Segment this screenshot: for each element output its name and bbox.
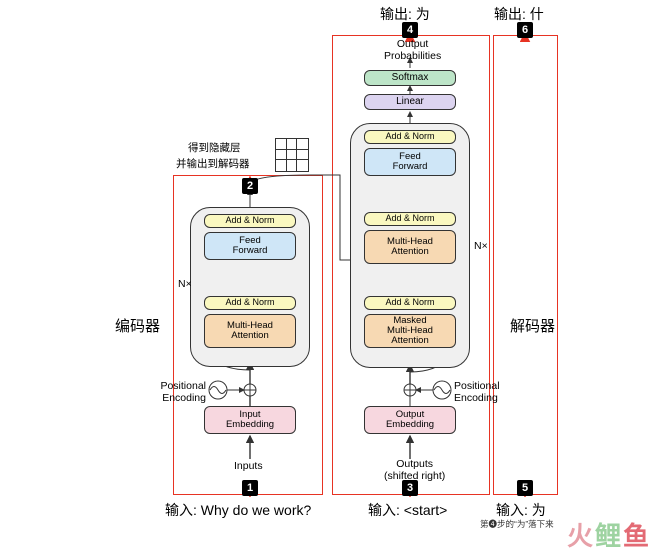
dec-masked-mha: Masked Multi-Head Attention: [364, 314, 456, 348]
encoder-side-label: 编码器: [115, 315, 160, 336]
badge-6: 6: [517, 22, 533, 38]
dec-addnorm-1: Add & Norm: [364, 130, 456, 144]
decoder-side-label: 解码器: [510, 315, 555, 336]
hidden-caption-1: 得到隐藏层: [188, 140, 241, 155]
decoder-nx: N×: [474, 240, 488, 252]
enc-addnorm-1: Add & Norm: [204, 214, 296, 228]
wiring-svg: [0, 0, 657, 557]
input-3-label: 输入: <start>: [368, 500, 447, 520]
watermark: 火鲤鱼: [567, 516, 651, 553]
inputs-label: Inputs: [234, 460, 263, 472]
output-prob-label: Output Probabilities: [384, 38, 441, 62]
diagram-stage: Add & Norm Feed Forward Add & Norm Multi…: [0, 0, 657, 557]
enc-feed-forward: Feed Forward: [204, 232, 296, 260]
input-5-sublabel: 第❹步的“为”落下来: [480, 518, 554, 530]
dec-feed-forward: Feed Forward: [364, 148, 456, 176]
input-embedding: Input Embedding: [204, 406, 296, 434]
badge-3: 3: [402, 480, 418, 496]
dec-posenc-label: Positional Encoding: [454, 380, 500, 404]
output-embedding: Output Embedding: [364, 406, 456, 434]
badge-5: 5: [517, 480, 533, 496]
encoder-nx: N×: [178, 278, 192, 290]
dec-addnorm-2: Add & Norm: [364, 212, 456, 226]
input-5-label: 输入: 为: [496, 500, 546, 520]
badge-1: 1: [242, 480, 258, 496]
linear-box: Linear: [364, 94, 456, 110]
hidden-caption-2: 并输出到解码器: [176, 156, 250, 171]
dec-addnorm-3: Add & Norm: [364, 296, 456, 310]
dec-cross-mha: Multi-Head Attention: [364, 230, 456, 264]
enc-mha: Multi-Head Attention: [204, 314, 296, 348]
badge-4: 4: [402, 22, 418, 38]
outputs-label: Outputs (shifted right): [384, 458, 445, 482]
hidden-grid-icon: [275, 138, 309, 172]
redbox-3: [493, 35, 558, 495]
input-1-label: 输入: Why do we work?: [165, 500, 311, 520]
enc-addnorm-2: Add & Norm: [204, 296, 296, 310]
badge-2: 2: [242, 178, 258, 194]
top-output-6: 输出: 什: [494, 4, 544, 24]
softmax-box: Softmax: [364, 70, 456, 86]
top-output-4: 输出: 为: [380, 4, 430, 24]
enc-posenc-label: Positional Encoding: [146, 380, 206, 404]
